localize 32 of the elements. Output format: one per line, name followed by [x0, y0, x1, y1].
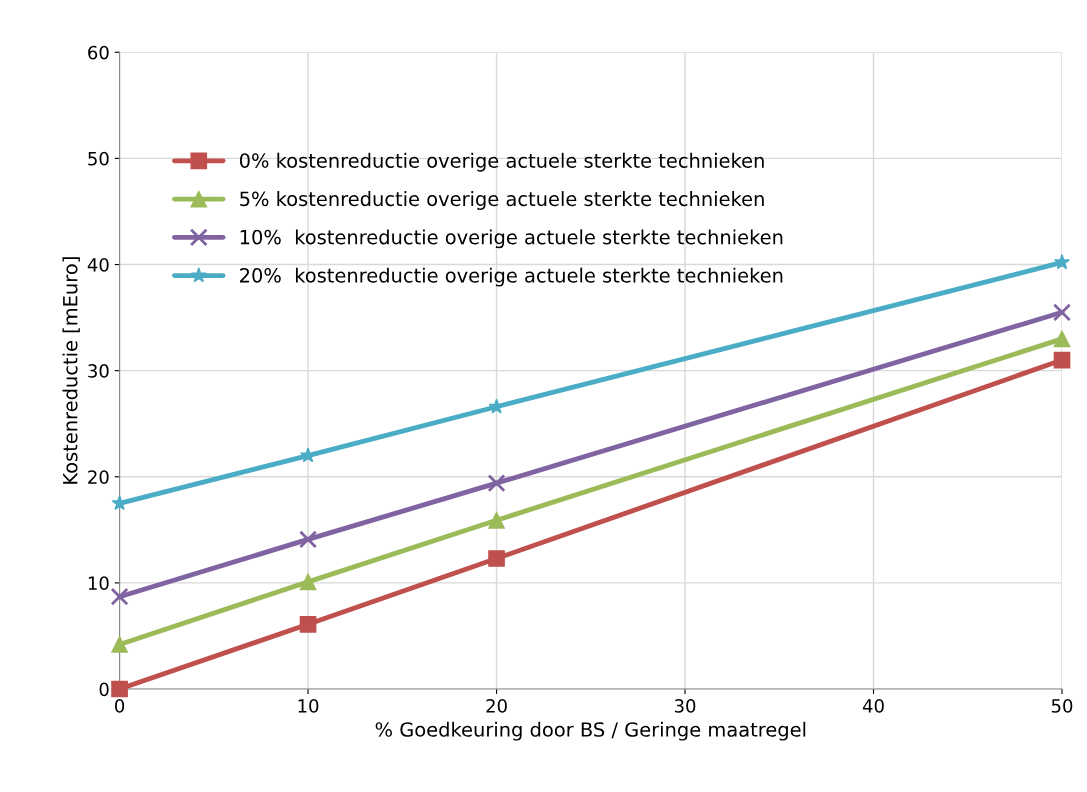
y-tick-label: 50 [88, 151, 109, 166]
point [1052, 303, 1072, 322]
legend-label: 5% kostenreductie overige actuele sterkte technieken [240, 191, 764, 210]
x-tick-label: 10 [298, 699, 319, 713]
point [488, 511, 505, 529]
point [299, 615, 317, 633]
point [488, 550, 505, 567]
x-axis-title: % Goedkeuring door BS / Geringe maatregel [375, 721, 806, 741]
point [1053, 330, 1071, 348]
y-tick-label: 0 [99, 682, 109, 697]
legend-label: 10% kostenreductie overige actuele sterkte technieken [240, 229, 783, 249]
x-tick-label: 50 [1051, 699, 1073, 713]
point [299, 573, 317, 591]
y-tick-label: 20 [88, 470, 109, 484]
point [110, 587, 129, 606]
x-tick-label: 40 [862, 699, 884, 713]
y-axis-title: Kostenreductie [mEuro] [62, 257, 80, 484]
point [1054, 254, 1070, 270]
point [1053, 351, 1071, 369]
point [111, 636, 128, 653]
legend-label: 0% kostenreductie overige actuele sterkte technieken [239, 152, 764, 172]
x-tick-label: 0 [115, 699, 125, 713]
point [299, 530, 318, 549]
y-tick-label: 10 [88, 576, 109, 591]
y-tick-label: 60 [88, 45, 109, 60]
x-tick-label: 20 [486, 699, 507, 713]
legend-label: 20% kostenreductie overige actuele sterkte technieken [240, 267, 783, 287]
y-tick-label: 30 [88, 364, 109, 378]
x-tick-label: 30 [674, 699, 696, 713]
y-tick-label: 40 [87, 257, 109, 272]
point [111, 680, 128, 698]
point [487, 474, 506, 493]
